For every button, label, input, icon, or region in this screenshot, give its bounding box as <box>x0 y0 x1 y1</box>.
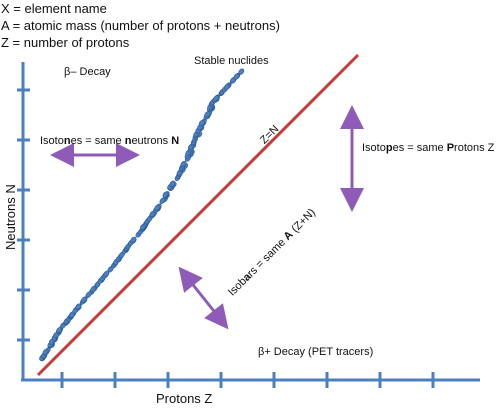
legend-line-mass: A = atomic mass (number of protons + neu… <box>1 18 280 33</box>
nuclide-dot <box>85 291 92 298</box>
nuclide-dot <box>180 160 187 168</box>
nuclide-dot <box>204 111 211 118</box>
x-axis-label: Protons Z <box>156 391 213 406</box>
nuclide-dot <box>162 191 169 198</box>
beta-minus-label: β– Decay <box>64 66 111 78</box>
nuclide-dot <box>238 68 245 75</box>
isotones-label: Isotones = same neutrons N <box>40 135 180 147</box>
nuclide-dot <box>75 303 82 310</box>
stable-nuclides-label: Stable nuclides <box>194 55 269 67</box>
beta-plus-label: β+ Decay (PET tracers) <box>258 346 374 358</box>
stable-nuclides-band <box>39 68 245 362</box>
nuclide-dot <box>130 236 137 244</box>
nuclide-dot <box>198 119 205 127</box>
isotopes-label: Isotopes = same Protons Z <box>362 142 495 154</box>
nuclide-dot <box>223 83 230 91</box>
isobars-arrow <box>178 266 229 330</box>
legend-line-element: X = element name <box>1 1 107 16</box>
legend-line-protons: Z = number of protons <box>1 35 130 50</box>
z-equals-n-line <box>36 53 360 377</box>
nuclide-dot <box>42 348 49 356</box>
nuclide-dot <box>233 73 240 80</box>
nuclide-dot <box>154 204 161 211</box>
nuclide-dot <box>213 95 220 102</box>
nuclide-dot <box>169 180 176 187</box>
y-axis-label: Neutrons N <box>3 184 18 250</box>
legend: X = element name A = atomic mass (number… <box>1 0 280 51</box>
